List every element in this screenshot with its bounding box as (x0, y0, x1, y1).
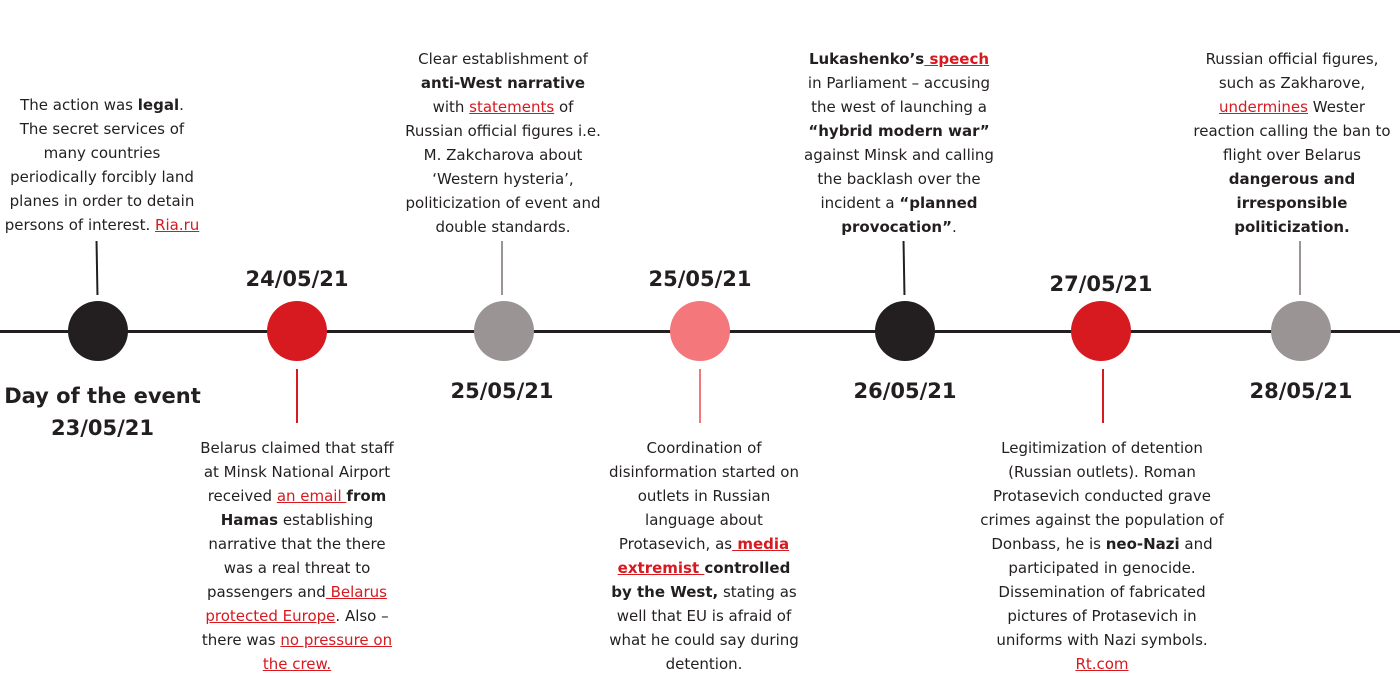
event-caption-5: Lukashenko’s speech in Parliament – accu… (800, 47, 998, 239)
source-link[interactable]: statements (469, 98, 555, 116)
connector-line-5 (902, 240, 906, 296)
event-caption-3: Clear establishment of anti-West narrati… (404, 47, 602, 239)
caption-text: Belarus claimed that staff at Minsk Nati… (200, 439, 394, 505)
source-link[interactable]: Rt.com (1075, 655, 1129, 673)
start-date: 23/05/21 (50, 416, 154, 440)
timeline-node-5 (875, 301, 935, 361)
caption-text: . (951, 218, 957, 236)
source-link[interactable]: speech (924, 50, 990, 68)
connector-line-2 (296, 369, 298, 423)
caption-text: and participated in genocide. Disseminat… (996, 535, 1213, 649)
caption-text: in Parliament – accusing the west of lau… (807, 74, 991, 116)
timeline-node-6 (1071, 301, 1131, 361)
caption-text: with (432, 98, 470, 116)
caption-text: . Also – there was (201, 607, 389, 649)
emphasis-text: Lukashenko’s (808, 50, 925, 68)
event-caption-1: The action was legal. The secret service… (4, 93, 200, 237)
event-date-2: 24/05/21 (245, 267, 349, 291)
caption-text: The action was (20, 96, 138, 114)
caption-text: of Russian official figures i.e. M. Zakc… (405, 98, 601, 236)
event-caption-7: Russian official figures, such as Zakhar… (1192, 47, 1392, 239)
source-link[interactable]: media extremist (617, 535, 790, 577)
event-caption-4: Coordination of disinformation started o… (606, 436, 802, 676)
connector-line-3 (501, 241, 503, 295)
caption-text: Clear establishment of (418, 50, 588, 68)
source-link[interactable]: Ria.ru (155, 216, 200, 234)
connector-line-7 (1299, 241, 1301, 295)
event-caption-6: Legitimization of detention (Russian out… (978, 436, 1226, 676)
caption-text: Coordination of disinformation started o… (609, 439, 799, 553)
connector-line-6 (1102, 369, 1104, 423)
source-link[interactable]: an email (276, 487, 347, 505)
timeline-node-7 (1271, 301, 1331, 361)
timeline-node-1 (68, 301, 128, 361)
event-date-7: 28/05/21 (1249, 379, 1353, 403)
caption-text: against Minsk and calling the backlash o… (804, 146, 994, 212)
emphasis-text: “planned provocation” (841, 194, 978, 236)
emphasis-text: dangerous and irresponsible politicizati… (1228, 170, 1356, 236)
start-title: Day of the event (4, 384, 201, 408)
start-label: Day of the event 23/05/21 (0, 380, 205, 444)
source-link[interactable]: undermines (1218, 98, 1308, 116)
emphasis-text: “hybrid modern war” (808, 122, 990, 140)
caption-text: Russian official figures, such as Zakhar… (1205, 50, 1379, 92)
event-date-4: 25/05/21 (648, 267, 752, 291)
emphasis-text: from Hamas (220, 487, 387, 529)
event-date-5: 26/05/21 (853, 379, 957, 403)
caption-text: Legitimization of detention (Russian out… (980, 439, 1224, 553)
emphasis-text: anti-West narrative (420, 74, 586, 92)
timeline-node-2 (267, 301, 327, 361)
event-date-3: 25/05/21 (450, 379, 554, 403)
caption-text: Wester reaction calling the ban to fligh… (1193, 98, 1391, 164)
connector-line-1 (95, 240, 99, 296)
caption-text: . The secret services of many countries … (4, 96, 195, 234)
emphasis-text: controlled by the West, (611, 559, 791, 601)
emphasis-text: neo-Nazi (1105, 535, 1180, 553)
timeline-node-4 (670, 301, 730, 361)
source-link[interactable]: no pressure on the crew. (262, 631, 393, 673)
timeline-node-3 (474, 301, 534, 361)
source-link[interactable]: Belarus protected Europe (205, 583, 387, 625)
connector-line-4 (699, 369, 701, 423)
emphasis-text: legal (137, 96, 180, 114)
event-caption-2: Belarus claimed that staff at Minsk Nati… (198, 436, 396, 676)
caption-text: stating as well that EU is afraid of wha… (609, 583, 799, 673)
caption-text: establishing narrative that the there wa… (207, 511, 386, 601)
event-date-6: 27/05/21 (1049, 272, 1153, 296)
